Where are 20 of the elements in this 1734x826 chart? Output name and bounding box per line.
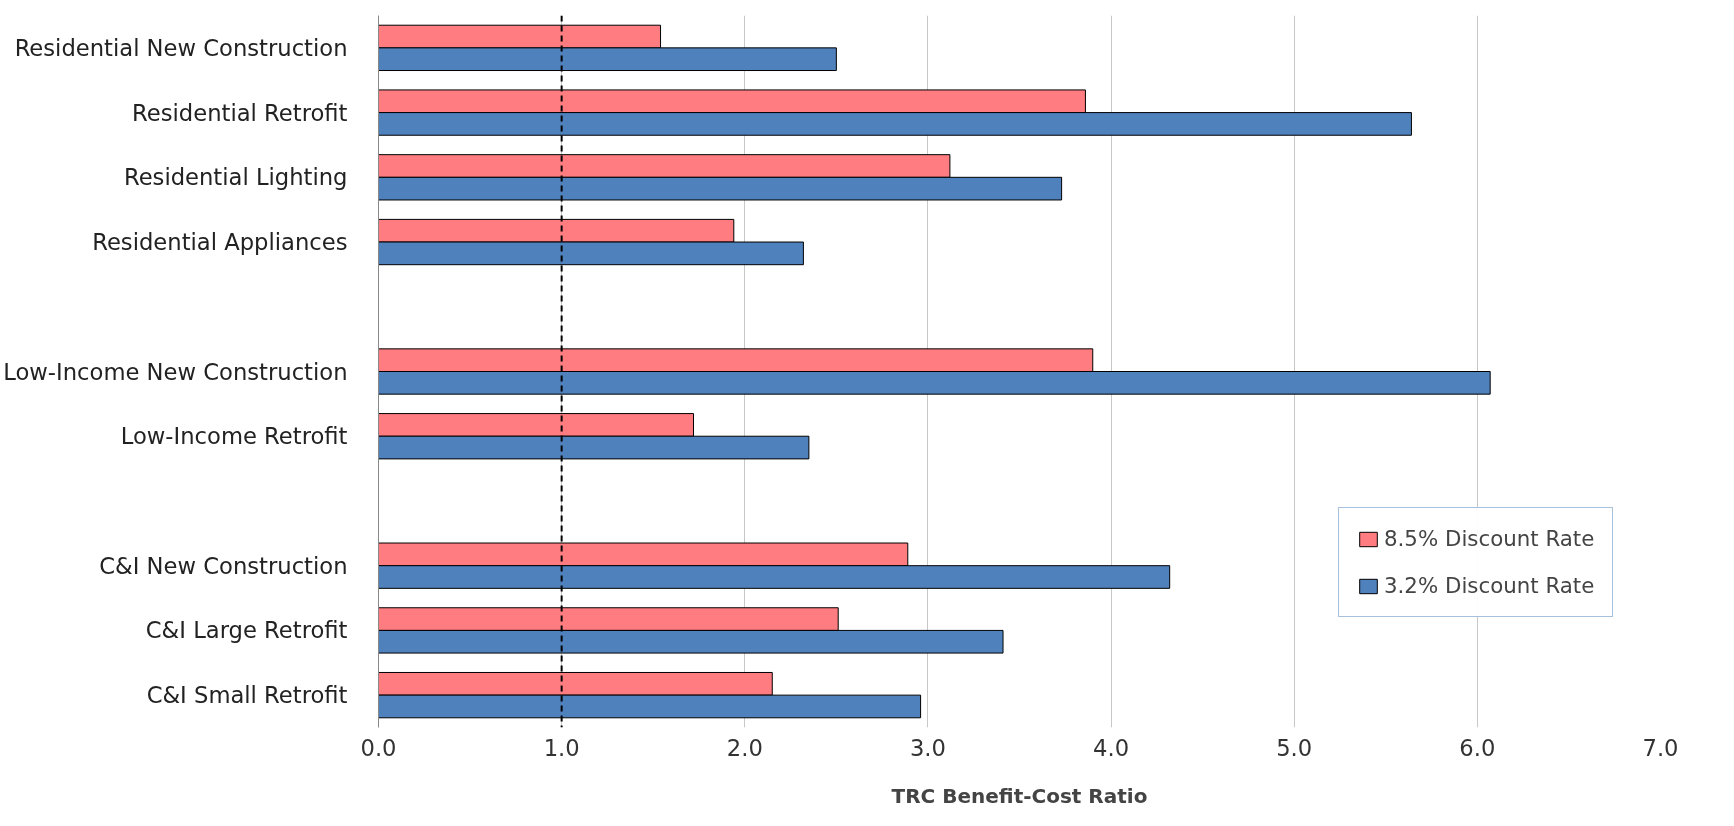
y-tick-label: Residential Appliances: [92, 229, 348, 256]
legend-label: 3.2% Discount Rate: [1384, 573, 1595, 598]
x-tick-label: 0.0: [360, 734, 397, 761]
y-tick-label: Low-Income New Construction: [3, 358, 348, 385]
x-tick-label: 3.0: [909, 734, 946, 761]
y-tick-label: C&I Small Retrofit: [146, 682, 348, 709]
x-axis-title: TRC Benefit-Cost Ratio: [891, 783, 1148, 808]
x-tick-label: 4.0: [1093, 734, 1130, 761]
legend-label: 8.5% Discount Rate: [1384, 526, 1595, 551]
y-tick-label: Residential New Construction: [14, 34, 348, 61]
y-tick-label: C&I Large Retrofit: [145, 617, 348, 644]
x-tick-label: 5.0: [1276, 734, 1313, 761]
y-tick-label: C&I New Construction: [99, 552, 348, 579]
x-tick-label: 7.0: [1642, 734, 1679, 761]
x-tick-label: 2.0: [726, 734, 763, 761]
y-tick-label: Residential Retrofit: [132, 99, 348, 126]
y-tick-label: Low-Income Retrofit: [120, 423, 348, 450]
x-tick-label: 6.0: [1459, 734, 1496, 761]
x-tick-label: 1.0: [543, 734, 580, 761]
y-tick-label: Residential Lighting: [123, 164, 348, 191]
